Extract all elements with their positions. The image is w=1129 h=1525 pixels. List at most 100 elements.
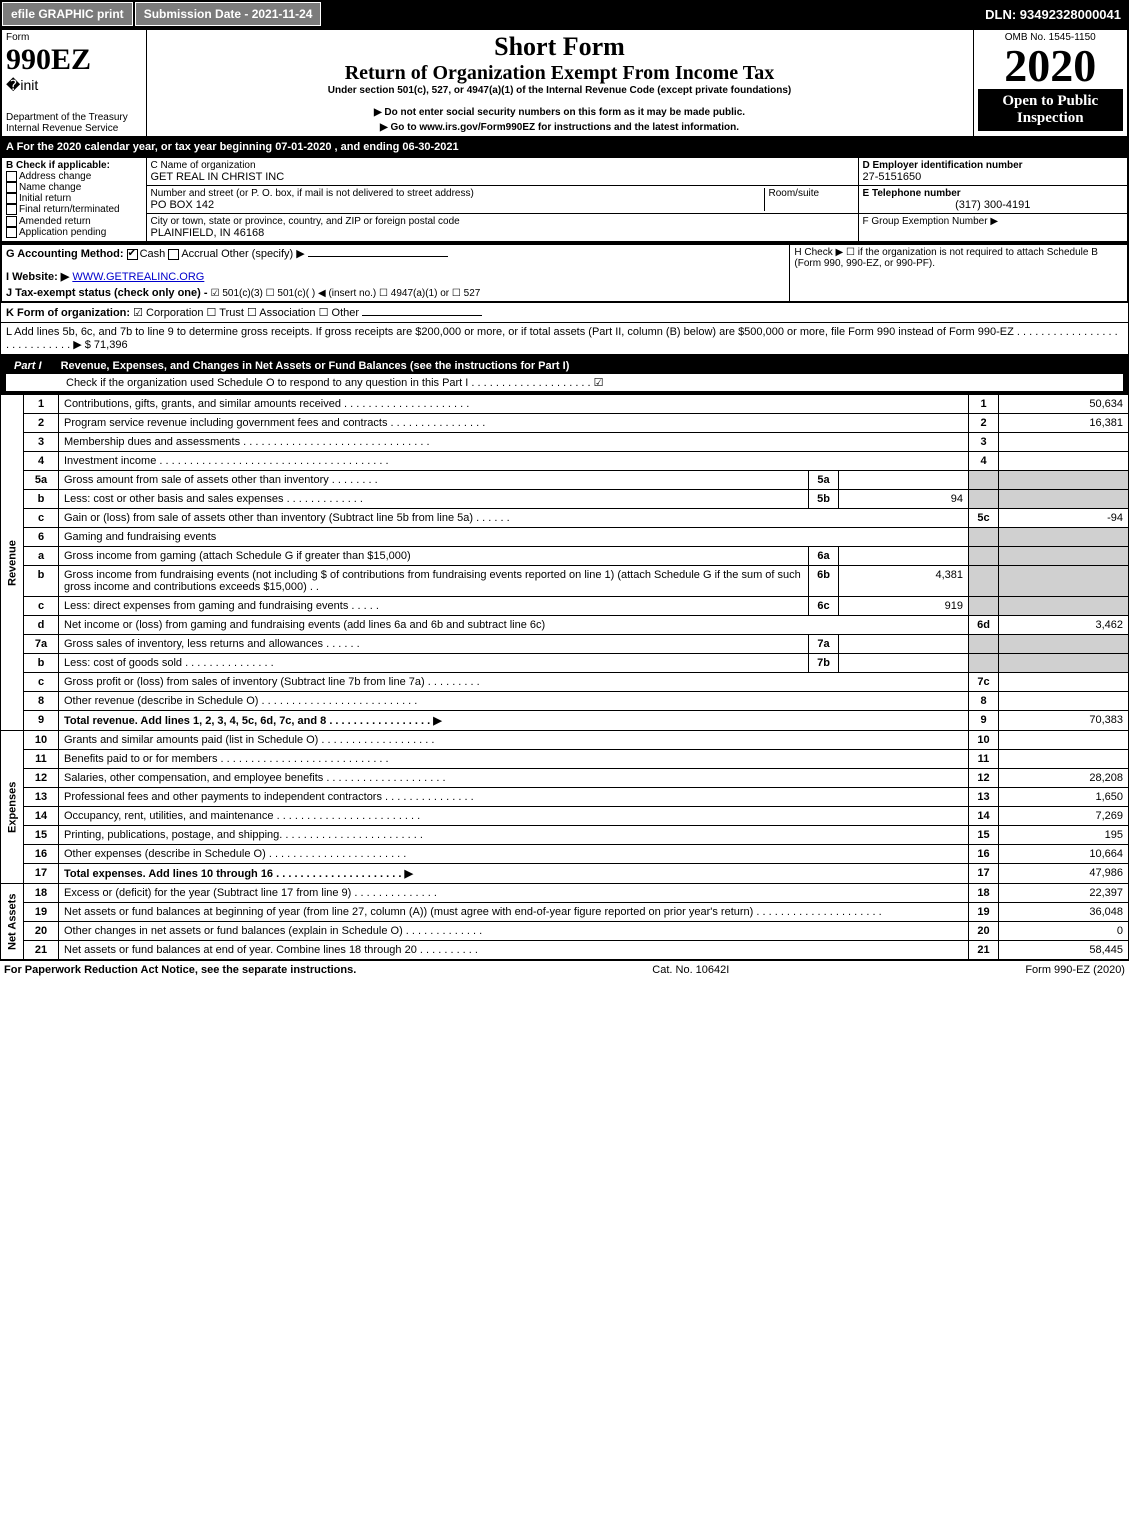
line-18-text: Excess or (deficit) for the year (Subtra… [59,884,969,903]
line-7a-sub: 7a [809,635,839,654]
line-5c-text: Gain or (loss) from sale of assets other… [59,509,969,528]
line-21-amt: 58,445 [999,941,1129,960]
grey-6-amt [999,528,1129,547]
form-footer-label: Form 990-EZ (2020) [1025,964,1125,976]
line-5c-amt: -94 [999,509,1129,528]
line-17-box: 17 [969,864,999,884]
address-change-checkbox[interactable] [6,171,17,182]
opt-application-pending: Application pending [19,227,106,238]
accrual-checkbox[interactable] [168,249,179,260]
line-12-num: 12 [24,769,59,788]
part1-lines-table: Revenue 1 Contributions, gifts, grants, … [0,394,1129,960]
line-13-box: 13 [969,788,999,807]
opt-name-change: Name change [19,182,81,193]
line-8-amt [999,692,1129,711]
line-3-box: 3 [969,433,999,452]
line-6b-num: b [24,566,59,597]
line-4-amt [999,452,1129,471]
goto-link-text[interactable]: ▶ Go to www.irs.gov/Form990EZ for instru… [151,122,969,133]
section-i-label: I Website: ▶ [6,271,69,283]
final-return-checkbox[interactable] [6,204,17,215]
dln-label: DLN: 93492328000041 [985,7,1127,22]
line-6b-text: Gross income from fundraising events (no… [59,566,809,597]
line-16-num: 16 [24,845,59,864]
page-footer: For Paperwork Reduction Act Notice, see … [0,960,1129,979]
line-6-text: Gaming and fundraising events [59,528,969,547]
line-19-num: 19 [24,903,59,922]
line-14-box: 14 [969,807,999,826]
line-6c-num: c [24,597,59,616]
line-10-num: 10 [24,731,59,750]
application-pending-checkbox[interactable] [6,227,17,238]
line-3-num: 3 [24,433,59,452]
part1-check-note: Check if the organization used Schedule … [6,374,1123,391]
line-1-box: 1 [969,395,999,414]
line-1-amt: 50,634 [999,395,1129,414]
line-1-text: Contributions, gifts, grants, and simila… [59,395,969,414]
accrual-label: Accrual [181,248,218,260]
line-4-box: 4 [969,452,999,471]
initial-return-checkbox[interactable] [6,193,17,204]
line-7c-num: c [24,673,59,692]
section-c-label: C Name of organization [151,160,854,171]
line-9-box: 9 [969,711,999,731]
line-7b-text: Less: cost of goods sold . . . . . . . .… [59,654,809,673]
section-k-label: K Form of organization: [6,307,130,319]
line-6b-sub: 6b [809,566,839,597]
line-16-box: 16 [969,845,999,864]
cash-label: Cash [140,248,166,260]
phone-value: (317) 300-4191 [863,199,1124,211]
grey-5a [969,471,999,490]
line-5b-sub: 5b [809,490,839,509]
grey-5a-amt [999,471,1129,490]
addr-label: Number and street (or P. O. box, if mail… [151,188,764,199]
grey-7b [969,654,999,673]
efile-print-button[interactable]: efile GRAPHIC print [2,2,133,26]
ein-value: 27-5151650 [863,171,1124,183]
submission-date-button[interactable]: Submission Date - 2021-11-24 [135,2,322,26]
line-6d-num: d [24,616,59,635]
grey-6a [969,547,999,566]
section-k-opts: ☑ Corporation ☐ Trust ☐ Association ☐ Ot… [133,307,359,319]
line-19-text: Net assets or fund balances at beginning… [59,903,969,922]
grey-7a-amt [999,635,1129,654]
line-15-box: 15 [969,826,999,845]
line-6c-sub: 6c [809,597,839,616]
line-6a-num: a [24,547,59,566]
line-19-amt: 36,048 [999,903,1129,922]
line-15-amt: 195 [999,826,1129,845]
paperwork-notice: For Paperwork Reduction Act Notice, see … [4,964,356,976]
entity-info-table: B Check if applicable: Address change Na… [0,156,1129,243]
line-9-amt: 70,383 [999,711,1129,731]
line-17-num: 17 [24,864,59,884]
cash-checkbox[interactable] [127,249,138,260]
ssn-warning: ▶ Do not enter social security numbers o… [151,107,969,118]
line-19-box: 19 [969,903,999,922]
section-b-label: B Check if applicable: [6,160,142,171]
line-6b-subamt: 4,381 [839,566,969,597]
other-specify-label: Other (specify) ▶ [221,248,305,260]
grey-6 [969,528,999,547]
opt-address-change: Address change [19,171,91,182]
line-7c-text: Gross profit or (loss) from sales of inv… [59,673,969,692]
under-section-text: Under section 501(c), 527, or 4947(a)(1)… [151,85,969,96]
line-10-box: 10 [969,731,999,750]
irs-label: Internal Revenue Service [6,123,142,134]
gk-table: G Accounting Method: Cash Accrual Other … [0,243,1129,303]
short-form-title: Short Form [151,32,969,62]
line-2-box: 2 [969,414,999,433]
line-9-num: 9 [24,711,59,731]
line-20-text: Other changes in net assets or fund bala… [59,922,969,941]
website-link[interactable]: WWW.GETREALINC.ORG [72,271,204,283]
name-change-checkbox[interactable] [6,182,17,193]
line-7c-amt [999,673,1129,692]
line-5a-subamt [839,471,969,490]
form-word: Form [6,32,142,43]
line-17-amt: 47,986 [999,864,1129,884]
line-15-text: Printing, publications, postage, and shi… [59,826,969,845]
line-3-amt [999,433,1129,452]
street-address: PO BOX 142 [151,199,764,211]
line-6a-sub: 6a [809,547,839,566]
amended-return-checkbox[interactable] [6,216,17,227]
city-value: PLAINFIELD, IN 46168 [151,227,854,239]
